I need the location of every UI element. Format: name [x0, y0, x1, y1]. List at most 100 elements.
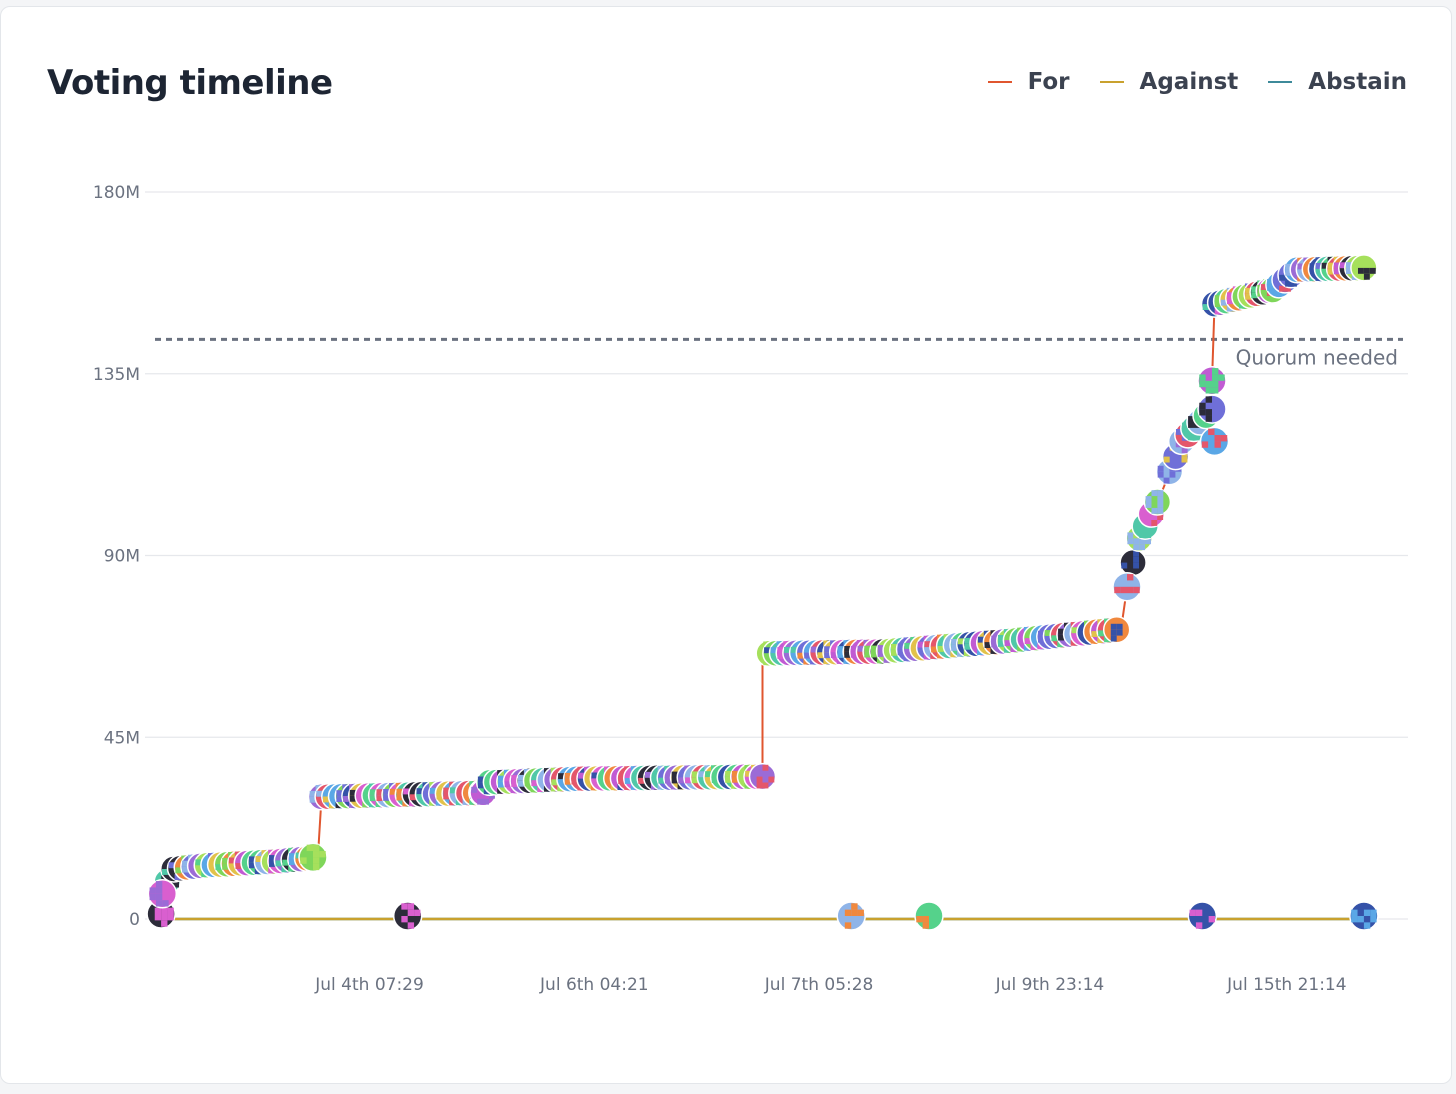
avatar-pixel [685, 777, 691, 784]
avatar-pixel [890, 649, 897, 656]
avatar-pixel [409, 794, 416, 801]
voter-avatars[interactable] [146, 254, 1379, 931]
avatar-pixel [784, 646, 790, 653]
avatar-pixel [228, 857, 235, 864]
legend-item-against[interactable]: Against [1099, 69, 1239, 95]
voter-avatar[interactable] [1119, 548, 1147, 577]
voter-avatar[interactable] [1199, 426, 1230, 457]
avatar-pixel [1051, 635, 1058, 642]
avatar-pixel [336, 790, 343, 797]
avatar-pixel [1245, 293, 1252, 300]
avatar-pixel [1205, 409, 1212, 416]
voter-avatar[interactable] [748, 762, 777, 791]
avatar-pixel [1189, 909, 1196, 916]
voter-avatar[interactable] [1187, 901, 1218, 931]
avatar-pixel [951, 638, 958, 645]
avatar-pixel [991, 635, 998, 642]
avatar-pixel [844, 922, 852, 929]
voter-avatar[interactable] [914, 901, 944, 931]
avatar-pixel [618, 778, 625, 785]
avatar-pixel [1201, 441, 1209, 448]
avatar-pixel [531, 780, 538, 787]
voter-avatar[interactable] [1197, 366, 1227, 396]
avatar-pixel [1370, 909, 1377, 916]
voter-avatar[interactable] [1143, 488, 1172, 516]
avatar-pixel [383, 788, 390, 795]
avatar-pixel [407, 903, 415, 910]
avatar-pixel [1127, 532, 1134, 539]
avatar-pixel [937, 646, 944, 652]
avatar-pixel [1133, 538, 1140, 545]
avatar-pixel [850, 651, 857, 658]
avatar-pixel [644, 771, 651, 778]
avatar-pixel [837, 646, 844, 652]
legend-item-abstain[interactable]: Abstain [1268, 69, 1407, 95]
avatar-pixel [1285, 263, 1292, 270]
avatar-pixel [1208, 916, 1216, 923]
avatar-pixel [964, 637, 971, 644]
legend-item-for[interactable]: For [987, 69, 1070, 95]
avatar-pixel [1195, 922, 1203, 929]
voter-avatar[interactable] [1112, 572, 1142, 602]
avatar-pixel [1037, 636, 1044, 643]
avatar-pixel [1163, 456, 1170, 463]
avatar-pixel [1351, 916, 1358, 923]
avatar-pixel [306, 844, 313, 852]
quorum-label: Quorum needed [1236, 345, 1398, 369]
voter-avatar[interactable] [836, 901, 866, 931]
avatar-pixel [691, 777, 698, 784]
avatar-pixel [161, 907, 168, 914]
avatar-pixel [1116, 623, 1123, 630]
avatar-pixel [797, 652, 804, 659]
avatar-pixel [844, 645, 851, 652]
avatar-pixel [1133, 556, 1140, 563]
avatar-pixel [844, 909, 852, 916]
voter-avatar[interactable] [1197, 394, 1227, 424]
avatar-pixel [155, 900, 163, 907]
avatar-pixel [777, 647, 784, 653]
avatar-pixel [483, 798, 490, 805]
avatar-pixel [830, 652, 837, 659]
avatar-pixel [1058, 634, 1064, 641]
avatar-pixel [1199, 402, 1206, 410]
avatar-pixel [1309, 263, 1316, 270]
voter-avatar[interactable] [392, 901, 423, 931]
avatar-pixel [282, 859, 289, 866]
avatar-pixel [1357, 916, 1364, 923]
avatar-pixel [407, 909, 415, 916]
avatar-pixel [313, 844, 320, 852]
avatar-pixel [951, 644, 958, 651]
voter-avatar[interactable] [1350, 254, 1378, 282]
avatar-pixel [678, 777, 685, 784]
avatar-pixel [336, 796, 343, 803]
avatar-pixel [877, 645, 884, 651]
avatar-pixel [1251, 292, 1258, 299]
voter-avatar[interactable] [147, 879, 178, 909]
avatar-pixel [1044, 630, 1051, 636]
voter-avatar[interactable] [298, 842, 328, 873]
avatar-pixel [477, 782, 484, 789]
avatar-pixel [762, 764, 769, 771]
avatar-pixel [167, 907, 174, 914]
voter-avatar[interactable] [1102, 615, 1131, 644]
avatar-pixel [383, 794, 390, 801]
avatar-pixel [977, 636, 984, 643]
avatar-pixel [1157, 502, 1164, 508]
avatar-pixel [268, 861, 275, 867]
avatar-pixel [804, 652, 811, 659]
avatar-pixel [756, 776, 763, 783]
avatar-pixel [1226, 305, 1233, 312]
voter-avatar[interactable] [1349, 901, 1379, 931]
avatar-pixel [369, 795, 376, 802]
avatar-pixel [1199, 380, 1206, 388]
avatar-pixel [870, 651, 877, 658]
avatar-pixel [1157, 490, 1164, 497]
avatar-pixel [762, 782, 769, 789]
avatar-pixel [1220, 435, 1228, 442]
avatar-pixel [511, 775, 518, 781]
avatar-pixel [1339, 262, 1346, 269]
avatar-pixel [309, 790, 316, 797]
legend-label-against: Against [1139, 69, 1239, 95]
avatar-pixel [777, 653, 784, 659]
